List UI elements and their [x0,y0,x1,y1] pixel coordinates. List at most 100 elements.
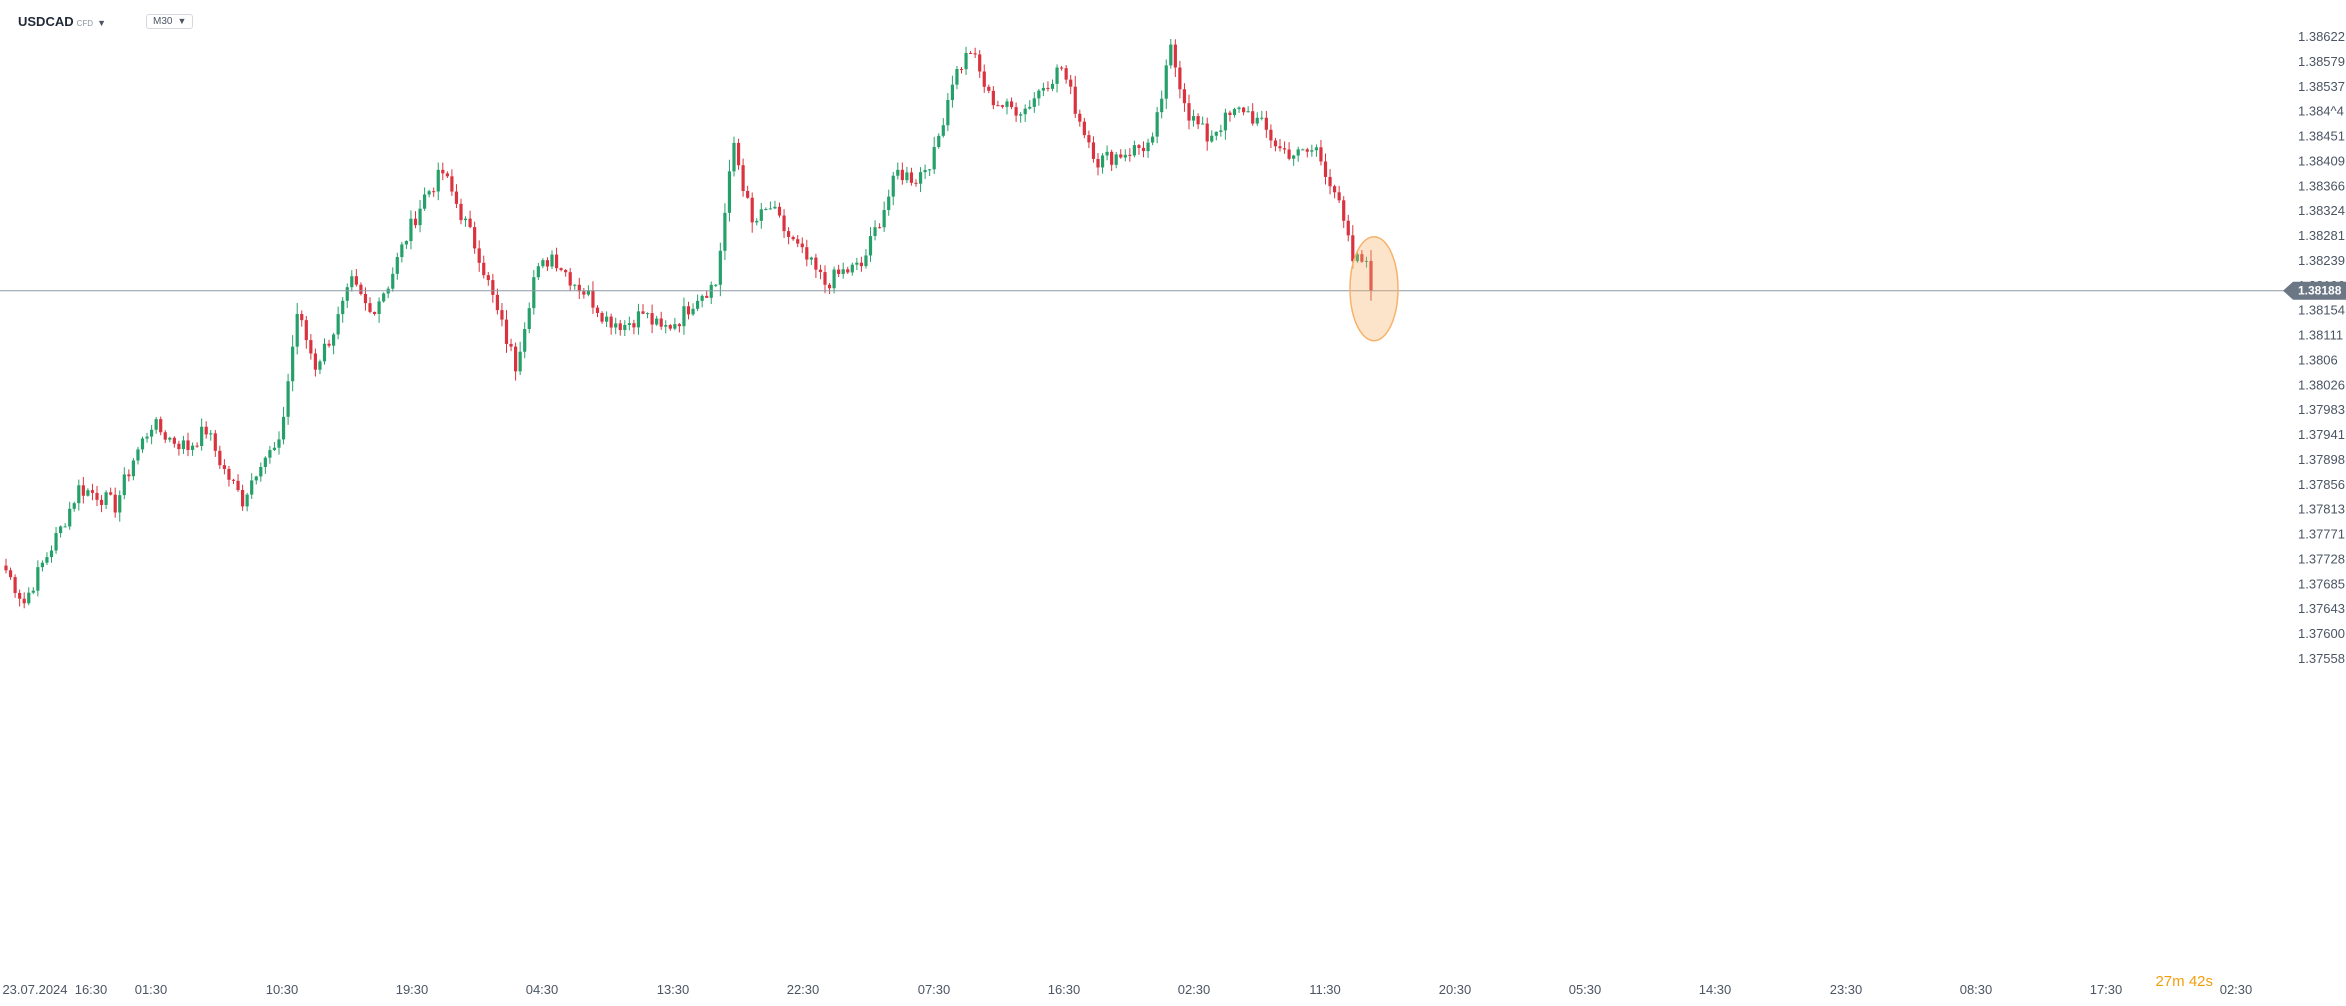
candle-body [837,269,841,274]
candle [404,240,408,249]
candle-body [500,310,504,320]
time-tick-label: 08:30 [1960,982,1993,997]
candle-body [391,273,395,289]
candle-body [982,71,986,87]
candle [8,567,13,580]
candle-body [791,236,795,240]
symbol-type: CFD [76,18,94,28]
candle-body [436,169,440,192]
candle [914,179,918,187]
candle-body [946,100,950,126]
candle-body [882,209,886,228]
candle-body [49,550,54,558]
candle-body [150,429,154,437]
candle-body [1223,112,1227,131]
candle [955,66,959,90]
candle-body [991,90,995,106]
candle [1064,65,1068,84]
candle-body [241,490,245,507]
candle-body [741,165,745,191]
candle [1173,39,1177,77]
timeframe-selector[interactable]: M30 ▼ [146,13,194,29]
candle-body [878,227,882,229]
candle [1296,146,1300,162]
candle [641,304,645,315]
candle [564,269,568,277]
candle [304,315,308,349]
candle [791,235,795,241]
candle-body [1178,67,1182,90]
time-tick-label: 23.07.2024 [2,982,67,997]
candle [231,478,236,485]
symbol-name: USDCAD [18,13,74,29]
candle-body [759,209,763,221]
candle-body [423,194,427,209]
candle-body [655,318,659,325]
candle [86,488,90,497]
candle-body [409,218,413,242]
candle-body [1364,260,1369,262]
candle [905,166,909,184]
candle-body [131,460,135,477]
candle [1260,110,1264,121]
candle [969,50,973,54]
candle-body [463,218,468,221]
candle [655,315,659,326]
candle-body [1328,176,1332,187]
candle [441,162,445,181]
candle [1073,75,1077,118]
candle [131,458,135,481]
candle-body [1128,154,1132,156]
price-tick-label: 1.37600 [2298,626,2345,641]
candle-body [1141,147,1146,152]
candle-body [969,52,973,54]
candle [878,223,882,229]
time-tick-label: 22:30 [787,982,820,997]
candle [1342,196,1346,228]
candle-body [404,241,408,245]
candle-body [532,277,536,309]
candle-body [350,276,354,288]
candles-layer [4,38,1373,609]
candle [664,320,668,334]
candle-body [605,316,609,322]
candle-body [1137,145,1141,148]
candle-body [900,169,904,181]
candle-body [1091,142,1096,159]
candle-body [1255,117,1259,124]
candle-body [250,480,254,495]
candle [1301,148,1305,151]
symbol-selector[interactable]: USDCAD CFD ▼ [18,14,106,29]
candle-body [1355,254,1359,262]
candle [627,316,631,331]
candle-body [932,147,936,170]
candle-body [377,301,381,314]
candle-body [787,231,791,237]
candle [209,429,213,441]
time-tick-label: 02:30 [2220,982,2253,997]
candle [368,297,372,314]
candle [1005,98,1009,115]
candle [1123,149,1127,162]
candle [227,465,231,487]
time-tick-label: 14:30 [1699,982,1732,997]
candle-body [227,468,231,480]
candle-body [586,290,590,295]
candle-body [723,212,727,251]
candle [31,587,35,595]
candle [341,297,345,323]
candle-body [1323,161,1328,177]
candle-body [1214,131,1218,136]
candle-body [36,567,40,591]
candle-body [1132,145,1136,156]
candle [4,558,8,574]
candle [486,271,490,286]
candle [222,459,226,475]
candle-body [1105,151,1109,156]
candle [864,248,868,269]
price-tick-label: 1.3806 [2298,352,2338,367]
candle-body [104,492,108,505]
candle [1337,185,1341,204]
candle-body [27,592,31,604]
